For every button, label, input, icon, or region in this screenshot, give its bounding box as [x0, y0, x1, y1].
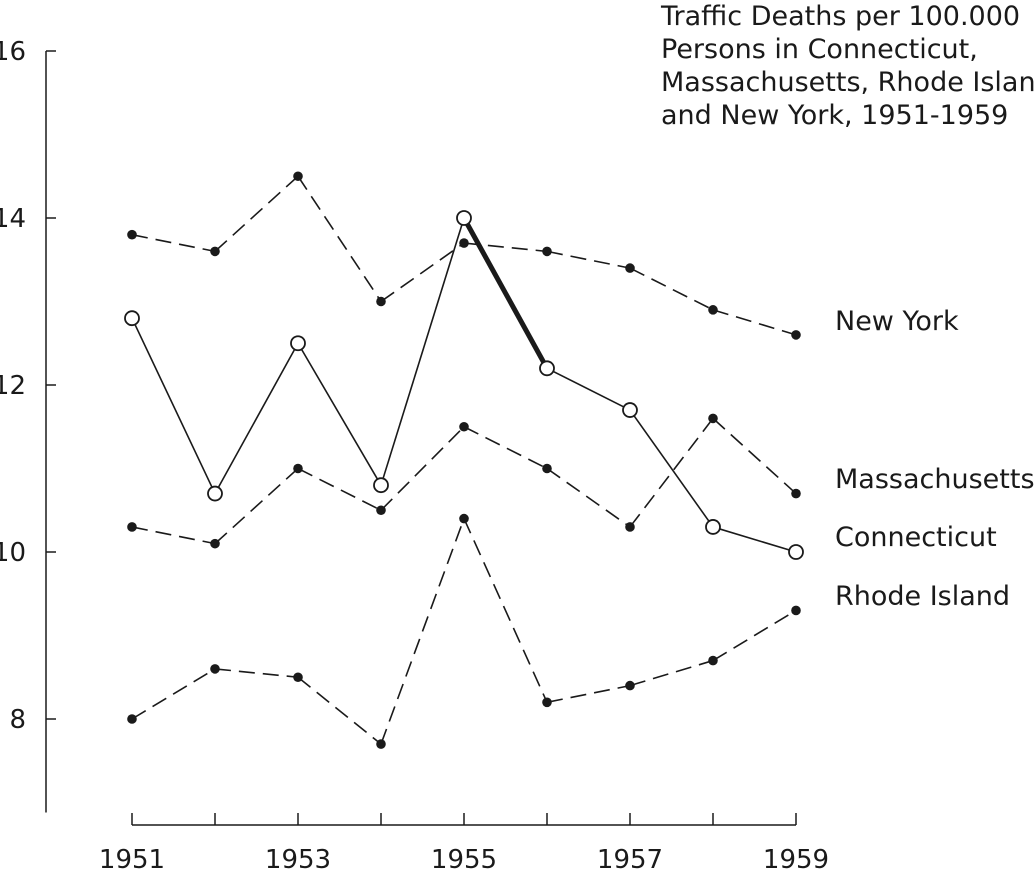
new-york-segment-1956 [546, 250, 631, 269]
new-york-point-1954 [376, 296, 386, 307]
series-label-rhode-island: Rhode Island [835, 581, 1010, 612]
rhode-island-segment-1956 [546, 684, 631, 704]
connecticut-point-1956 [539, 360, 555, 377]
y-tick-label-16: 16 [0, 37, 26, 67]
new-york-segment-1958 [712, 309, 797, 336]
new-york-point-1955 [459, 238, 469, 248]
chart-title-line-3: Massachusetts, Rhode Island, [661, 67, 1036, 98]
x-tick-label-1951: 1951 [99, 845, 165, 870]
massachusetts-segment-1951 [131, 526, 216, 545]
series-markers [124, 171, 804, 749]
x-tick-label-1959: 1959 [763, 845, 829, 870]
rhode-island-point-1955 [459, 513, 469, 524]
rhode-island-point-1952 [210, 664, 220, 674]
massachusetts-segment-1954 [380, 426, 465, 511]
new-york-point-1959 [791, 330, 801, 340]
series-lines [131, 175, 797, 745]
rhode-island-segment-1955 [463, 518, 548, 703]
x-tick-label-1955: 1955 [431, 845, 497, 870]
massachusetts-segment-1953 [297, 467, 382, 511]
massachusetts-point-1957 [625, 522, 635, 532]
connecticut-segment-1955-highlight [461, 216, 550, 370]
connecticut-point-1958 [705, 519, 721, 535]
new-york-point-1951 [127, 229, 137, 240]
new-york-segment-1952 [214, 175, 299, 252]
massachusetts-point-1959 [791, 488, 801, 499]
massachusetts-segment-1958 [712, 417, 797, 495]
connecticut-point-1957 [622, 402, 638, 418]
rhode-island-point-1956 [542, 697, 552, 708]
new-york-segment-1953 [297, 175, 382, 302]
y-tick-label-12: 12 [0, 371, 26, 401]
massachusetts-point-1951 [127, 522, 137, 532]
new-york-segment-1957 [629, 267, 714, 311]
chart-title: Traffic Deaths per 100.000 Persons in Co… [661, 0, 1036, 132]
new-york-segment-1954 [380, 242, 465, 303]
new-york-point-1952 [210, 246, 220, 257]
series-label-new-york: New York [835, 306, 959, 337]
connecticut-point-1952 [207, 485, 223, 502]
rhode-island-point-1953 [293, 672, 303, 683]
x-tick-label-1953: 1953 [265, 845, 331, 870]
y-tick-label-8: 8 [9, 705, 26, 735]
y-tick-label-14: 14 [0, 204, 26, 234]
series-label-massachusetts: Massachusetts [835, 464, 1035, 495]
connecticut-segment-1958 [712, 526, 797, 553]
connecticut-point-1953 [290, 335, 306, 352]
connecticut-segment-1956 [546, 367, 631, 411]
connecticut-point-1959 [788, 544, 804, 560]
rhode-island-segment-1957 [629, 659, 714, 687]
connecticut-segment-1957 [629, 409, 714, 528]
connecticut-point-1951 [124, 310, 140, 327]
rhode-island-point-1959 [791, 605, 801, 616]
massachusetts-point-1954 [376, 505, 386, 516]
new-york-point-1956 [542, 246, 552, 257]
massachusetts-point-1955 [459, 421, 469, 432]
chart-title-line-4: and New York, 1951-1959 [661, 100, 1009, 131]
chart-title-line-2: Persons in Connecticut, [661, 34, 978, 65]
connecticut-segment-1951 [131, 317, 216, 494]
rhode-island-segment-1952 [214, 668, 299, 679]
series-label-connecticut: Connecticut [835, 522, 997, 553]
series-labels: New York Massachusetts Connecticut Rhode Is… [835, 306, 1035, 612]
connecticut-segment-1953 [297, 342, 382, 486]
connecticut-segment-1954 [380, 217, 465, 486]
rhode-island-point-1951 [127, 714, 137, 724]
connecticut-point-1955 [456, 210, 472, 226]
y-tick-label-10: 10 [0, 538, 26, 568]
massachusetts-point-1956 [542, 463, 552, 474]
new-york-point-1958 [708, 305, 718, 315]
massachusetts-point-1958 [708, 413, 718, 424]
new-york-segment-1951 [131, 233, 216, 253]
rhode-island-segment-1951 [131, 668, 216, 720]
massachusetts-segment-1955 [463, 426, 548, 470]
massachusetts-segment-1956 [546, 467, 631, 528]
rhode-island-point-1958 [708, 655, 718, 666]
massachusetts-segment-1952 [214, 467, 299, 545]
new-york-point-1953 [293, 171, 303, 182]
chart-title-line-1: Traffic Deaths per 100.000 [661, 1, 1021, 32]
rhode-island-point-1954 [376, 739, 386, 749]
massachusetts-point-1953 [293, 463, 303, 474]
massachusetts-point-1952 [210, 538, 220, 549]
new-york-point-1957 [625, 263, 635, 273]
rhode-island-segment-1954 [380, 518, 465, 745]
rhode-island-segment-1958 [712, 609, 797, 662]
connecticut-segment-1952 [214, 342, 299, 494]
rhode-island-point-1957 [625, 680, 635, 691]
connecticut-point-1954 [373, 477, 389, 494]
x-tick-label-1957: 1957 [597, 845, 663, 870]
rhode-island-segment-1953 [297, 676, 382, 745]
axes: 16 14 12 10 8 1951 1953 1955 1957 1959 [0, 37, 829, 870]
